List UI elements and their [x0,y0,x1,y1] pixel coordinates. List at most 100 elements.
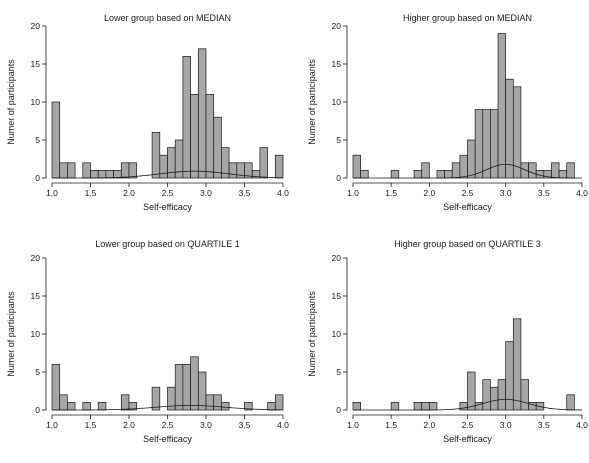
histogram-bar [413,170,423,179]
chart-title: Lower group based on MEDIAN [104,13,231,23]
histogram-bar [497,379,507,411]
x-tick-label: 3.0 [500,188,512,198]
histogram-bar [421,162,430,179]
x-tick-label: 3.5 [239,188,251,198]
x-tick-label: 2.5 [462,420,474,430]
x-tick-label: 4.0 [277,420,289,430]
histogram-bar [59,162,68,179]
x-tick-label: 2.0 [123,188,135,198]
x-tick-label: 1.5 [85,420,97,430]
density-curve [353,398,583,411]
y-tick-label: 0 [336,405,341,415]
y-tick-label: 10 [332,329,342,339]
y-tick-label: 15 [332,59,342,69]
histogram-bar [436,170,445,179]
x-tick-label: 1.5 [85,188,97,198]
histogram-bar [520,162,529,179]
x-axis-label: Self-efficacy [443,434,492,444]
histogram-bar [97,170,107,179]
x-tick-label: 3.0 [200,188,212,198]
x-tick-label: 3.5 [239,420,251,430]
histogram-bar [497,33,507,179]
y-axis-label: Numer of participants [6,59,16,145]
histogram-bar [97,402,107,411]
histogram-bar [274,394,284,411]
density-curve [353,163,583,179]
histogram-bar [120,162,130,179]
histogram-bar [566,394,575,411]
y-tick-label: 5 [35,135,40,145]
histogram-bar [566,162,575,179]
histogram-bar [197,371,207,411]
x-tick-label: 1.5 [385,188,397,198]
y-tick-label: 15 [31,291,41,301]
density-curve [52,170,284,179]
histogram-bar [190,94,199,179]
x-tick-label: 1.5 [385,420,397,430]
histogram-bar [528,162,537,179]
x-tick-label: 4.0 [277,188,289,198]
chart-panel-2: Higher group based on MEDIAN 0 5 10 15 20 1.0 1… [307,13,588,212]
histogram-bar [151,132,161,179]
histogram-bar [205,394,215,411]
histogram-bar [213,394,222,411]
y-tick-label: 20 [31,21,41,31]
histogram-bar [51,101,61,179]
histogram-bar [213,116,222,179]
histogram-bar [360,170,369,179]
x-axis-label: Self-efficacy [143,202,192,212]
histogram-bar [267,402,276,411]
histogram-bar [90,170,99,179]
density-curve [52,405,284,411]
histogram-bar [467,371,476,411]
y-tick-label: 0 [35,405,40,415]
histogram-bar [482,109,491,179]
histogram-bar [67,162,76,179]
chart-panel-1: Lower group based on MEDIAN 0 5 10 15 20 1.0 1.… [6,13,289,212]
y-tick-label: 5 [35,367,40,377]
histogram-bar [174,364,184,411]
histogram-bar [51,364,61,411]
histogram-bar [113,170,122,179]
histogram-bar [259,147,268,179]
x-axis-label: Self-efficacy [443,202,492,212]
histogram-bar [105,170,114,179]
x-tick-label: 2.5 [462,188,474,198]
x-tick-label: 2.5 [162,420,174,430]
x-tick-label: 1.0 [347,420,359,430]
x-tick-label: 4.0 [576,420,588,430]
histogram-bar [413,402,423,411]
histogram-bar [505,78,514,179]
y-tick-label: 0 [35,173,40,183]
histogram-bar [151,386,161,411]
histogram-bar [59,394,68,411]
x-tick-label: 2.0 [423,420,435,430]
y-tick-label: 20 [31,253,41,263]
histogram-bar [459,402,468,411]
histogram-bar [205,94,215,179]
histogram-bar [67,402,76,411]
y-tick-label: 10 [332,97,342,107]
histogram-bar [520,379,529,411]
x-tick-label: 3.5 [538,188,550,198]
histogram-bar [182,56,191,179]
histogram-bar [352,402,361,411]
histogram-bar [159,154,168,179]
histogram-bar [421,402,430,411]
y-tick-label: 5 [336,367,341,377]
y-axis-label: Numer of participants [307,59,317,145]
y-tick-label: 15 [31,59,41,69]
x-tick-label: 3.0 [200,420,212,430]
histogram-bar [512,86,522,179]
chart-title: Higher group based on QUARTILE 3 [394,239,540,249]
x-tick-label: 1.0 [46,188,58,198]
histogram-bar [474,109,484,179]
x-tick-label: 2.0 [423,188,435,198]
histogram-bar [451,162,461,179]
histogram-bar [197,48,207,179]
y-tick-label: 20 [332,253,342,263]
histogram-bar [459,154,468,179]
histogram-bar [221,402,230,411]
x-tick-label: 4.0 [576,188,588,198]
